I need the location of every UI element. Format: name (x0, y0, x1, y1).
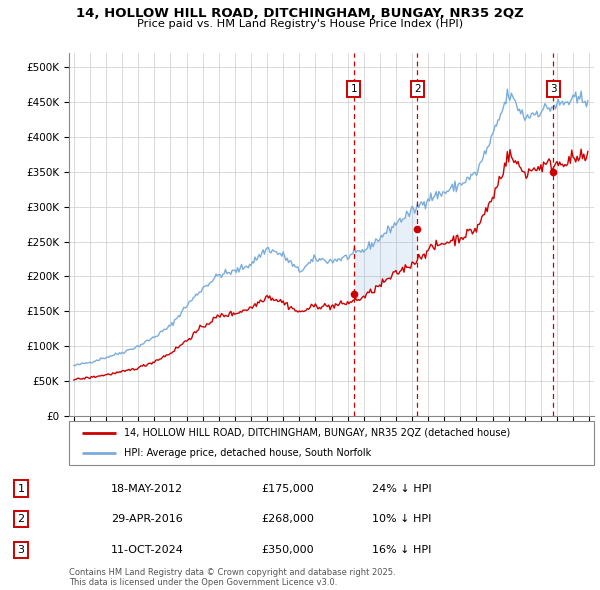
Text: HPI: Average price, detached house, South Norfolk: HPI: Average price, detached house, Sout… (124, 448, 371, 458)
Text: 2: 2 (17, 514, 25, 524)
FancyBboxPatch shape (69, 421, 594, 465)
Text: 3: 3 (17, 545, 25, 555)
Text: 1: 1 (17, 484, 25, 493)
Text: 1: 1 (350, 84, 357, 94)
Text: 14, HOLLOW HILL ROAD, DITCHINGHAM, BUNGAY, NR35 2QZ: 14, HOLLOW HILL ROAD, DITCHINGHAM, BUNGA… (76, 7, 524, 20)
Text: Price paid vs. HM Land Registry's House Price Index (HPI): Price paid vs. HM Land Registry's House … (137, 19, 463, 29)
Text: Contains HM Land Registry data © Crown copyright and database right 2025.
This d: Contains HM Land Registry data © Crown c… (69, 568, 395, 587)
Text: 2: 2 (414, 84, 421, 94)
Bar (553, 53, 594, 416)
Text: 3: 3 (550, 84, 557, 94)
Text: £268,000: £268,000 (261, 514, 314, 524)
Text: £350,000: £350,000 (261, 545, 314, 555)
Text: 29-APR-2016: 29-APR-2016 (111, 514, 183, 524)
Text: 24% ↓ HPI: 24% ↓ HPI (372, 484, 431, 493)
Text: 11-OCT-2024: 11-OCT-2024 (111, 545, 184, 555)
Text: 16% ↓ HPI: 16% ↓ HPI (372, 545, 431, 555)
Text: 18-MAY-2012: 18-MAY-2012 (111, 484, 183, 493)
Text: £175,000: £175,000 (261, 484, 314, 493)
Text: 10% ↓ HPI: 10% ↓ HPI (372, 514, 431, 524)
Text: 14, HOLLOW HILL ROAD, DITCHINGHAM, BUNGAY, NR35 2QZ (detached house): 14, HOLLOW HILL ROAD, DITCHINGHAM, BUNGA… (124, 428, 511, 438)
